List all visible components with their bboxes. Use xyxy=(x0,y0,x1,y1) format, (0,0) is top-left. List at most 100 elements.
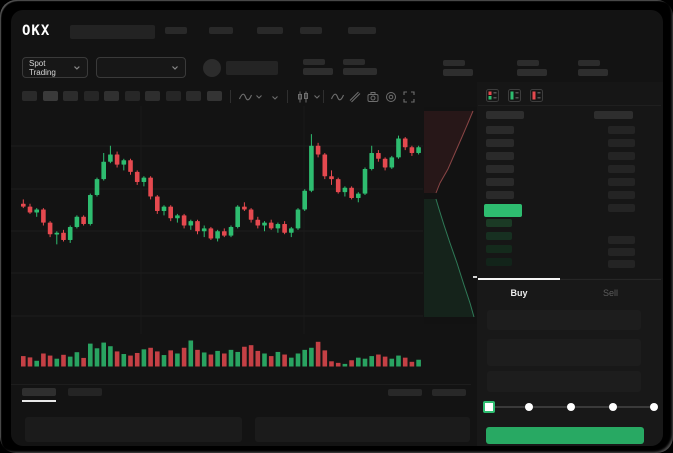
volume-bar xyxy=(215,350,220,367)
volume-bar xyxy=(155,351,160,367)
amount-input-placeholder[interactable] xyxy=(487,339,641,366)
bottom-panel-placeholder xyxy=(25,417,242,442)
price-input-placeholder[interactable] xyxy=(487,310,641,330)
slider-stop[interactable] xyxy=(650,403,658,411)
amount-row-placeholder xyxy=(608,260,635,268)
draw-tool-button[interactable] xyxy=(349,91,361,103)
nav-item-placeholder[interactable] xyxy=(209,27,233,34)
draw-tool-icon xyxy=(349,91,361,103)
fullscreen-button[interactable] xyxy=(403,91,415,103)
candle-body xyxy=(155,196,160,211)
candlestick-chart[interactable] xyxy=(11,106,423,336)
candle-body xyxy=(322,154,328,177)
tabs-divider xyxy=(478,279,661,280)
candle-style-dropdown[interactable] xyxy=(297,91,321,103)
nav-item-placeholder[interactable] xyxy=(257,27,283,34)
total-input-placeholder[interactable] xyxy=(487,371,641,392)
book-display-toggle[interactable] xyxy=(530,89,543,102)
bid-row-placeholder[interactable] xyxy=(486,258,512,266)
bottom-tab-active-placeholder[interactable] xyxy=(22,388,56,396)
stat-value-placeholder xyxy=(578,69,608,76)
market-type-selector[interactable]: Spot Trading xyxy=(22,57,88,78)
bid-row-placeholder[interactable] xyxy=(486,232,512,240)
candle-body xyxy=(402,138,408,148)
pair-dropdown[interactable] xyxy=(96,57,186,78)
bottom-tab-placeholder[interactable] xyxy=(68,388,102,396)
candle-body xyxy=(302,190,307,210)
ask-row-placeholder[interactable] xyxy=(486,165,514,173)
toolbar-block-placeholder[interactable] xyxy=(42,91,58,101)
line-tool-icon xyxy=(331,93,344,101)
candle-body xyxy=(54,232,60,235)
ask-row-placeholder[interactable] xyxy=(486,191,514,199)
stat-value-placeholder xyxy=(443,69,473,76)
toolbar-block-placeholder[interactable] xyxy=(104,91,119,101)
ask-row-placeholder[interactable] xyxy=(486,178,514,186)
volume-bar xyxy=(289,357,294,367)
toolbar-block-placeholder[interactable] xyxy=(83,91,99,101)
volume-bar xyxy=(168,350,173,367)
slider-handle[interactable] xyxy=(483,401,495,413)
line-tool-button[interactable] xyxy=(331,92,344,102)
book-display-toggle[interactable] xyxy=(508,89,521,102)
toolbar-block-placeholder[interactable] xyxy=(63,91,78,101)
order-book-separator xyxy=(478,105,661,106)
toolbar-block-placeholder[interactable] xyxy=(186,91,201,101)
timeframe-dropdown[interactable] xyxy=(271,94,279,102)
volume-bar xyxy=(248,345,254,367)
bottom-action-placeholder[interactable] xyxy=(432,389,466,396)
depth-area xyxy=(424,199,474,317)
volume-bar xyxy=(74,352,80,367)
volume-bar xyxy=(382,356,388,367)
candle-body xyxy=(315,145,321,155)
tab-sell-label: Sell xyxy=(602,288,618,298)
stat-label-placeholder xyxy=(578,60,600,66)
candle-body xyxy=(148,177,153,197)
bid-row-placeholder[interactable] xyxy=(486,245,512,253)
slider-stop[interactable] xyxy=(525,403,533,411)
ask-row-placeholder[interactable] xyxy=(486,139,514,147)
chart-settings-button[interactable] xyxy=(385,91,397,103)
bottom-action-placeholder[interactable] xyxy=(388,389,422,396)
volume-bar xyxy=(329,361,334,367)
book-display-toggle[interactable] xyxy=(486,89,499,102)
tab-buy[interactable]: Buy xyxy=(478,282,560,304)
ask-row-placeholder[interactable] xyxy=(486,152,514,160)
candle-body xyxy=(61,232,66,240)
candle-body xyxy=(168,206,173,219)
candle-body xyxy=(242,206,247,210)
candle-body xyxy=(41,209,46,223)
slider-stop[interactable] xyxy=(609,403,617,411)
volume-bar xyxy=(108,346,113,367)
toolbar-block-placeholder[interactable] xyxy=(165,91,181,101)
active-tab-underline xyxy=(478,278,560,280)
submit-buy-button[interactable] xyxy=(486,427,644,444)
toolbar-block-placeholder[interactable] xyxy=(206,91,222,101)
nav-item-placeholder[interactable] xyxy=(348,27,376,34)
toolbar-block-placeholder[interactable] xyxy=(145,91,160,101)
screenshot-button[interactable] xyxy=(367,91,379,103)
chevron-down-icon xyxy=(256,95,262,99)
last-price-highlight[interactable] xyxy=(484,204,522,217)
volume-bar xyxy=(54,358,60,367)
tab-sell[interactable]: Sell xyxy=(560,282,661,304)
ask-row-placeholder[interactable] xyxy=(486,126,514,134)
bid-row-placeholder[interactable] xyxy=(486,219,512,227)
volume-bar xyxy=(101,342,106,367)
slider-stop[interactable] xyxy=(567,403,575,411)
indicator-dropdown[interactable] xyxy=(239,92,263,102)
candle-body xyxy=(88,195,93,225)
volume-bar xyxy=(148,347,153,367)
toolbar-block-placeholder[interactable] xyxy=(22,91,37,101)
volume-bar xyxy=(21,356,26,367)
nav-item-placeholder[interactable] xyxy=(165,27,187,34)
volume-bar xyxy=(188,340,194,367)
volume-bar xyxy=(121,354,127,367)
candle-body xyxy=(289,228,294,233)
depth-chart xyxy=(424,107,478,324)
nav-item-placeholder[interactable] xyxy=(300,27,322,34)
okx-logo[interactable]: OKX xyxy=(22,23,51,39)
toolbar-block-placeholder[interactable] xyxy=(124,91,140,101)
candle-body xyxy=(188,221,194,226)
chevron-down-icon xyxy=(314,95,320,99)
